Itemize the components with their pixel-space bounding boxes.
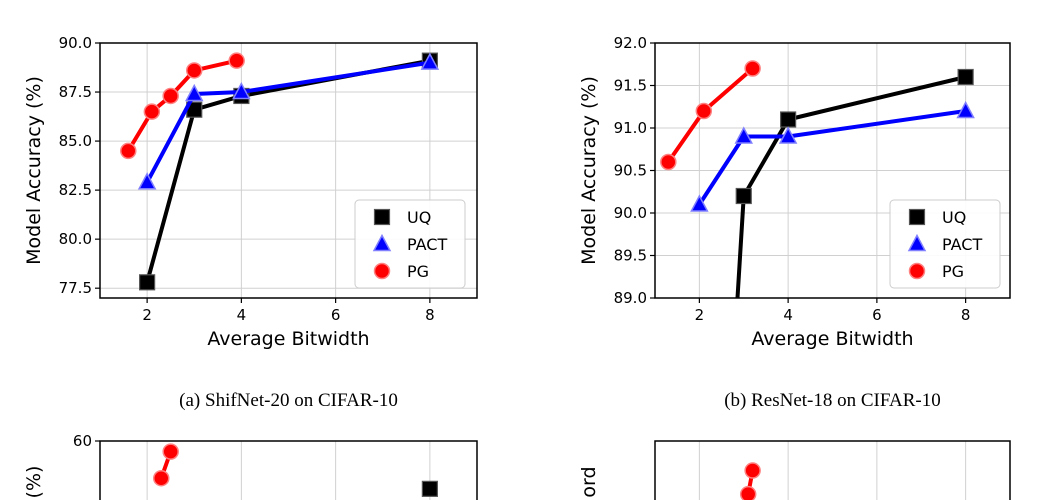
y-axis-label: (%) [23,466,45,499]
data-point-pg [186,62,203,79]
x-tick-label: 8 [425,306,435,324]
plot-frame [99,440,478,500]
series-pg [739,462,761,500]
y-tick-label: 92.0 [614,34,647,52]
chart-caption: (b) ResNet-18 on CIFAR-10 [724,390,941,411]
x-tick-label: 6 [331,306,341,324]
data-point-pact [420,52,440,70]
legend-entry-pg: PG [373,262,429,281]
series-line-pg [744,470,755,500]
y-tick-label: 90.0 [59,34,92,52]
data-point-pg [660,153,677,171]
data-point-pg [228,52,245,69]
series-line-pact [697,109,966,206]
legend-label-uq: UQ [407,208,431,227]
series-pg [120,52,245,160]
data-point-pact [185,83,204,102]
y-axis-label: Model Accuracy (%) [578,76,600,265]
chart-panel-1: 2 4 6 8 77.5 80.0 82.5 85.0 87.5 90.0 Average Bitw… [23,34,478,411]
data-point-pact [690,194,709,212]
series-line-pg [126,58,238,152]
data-point-uq [735,187,752,205]
legend-label-pg: PG [407,262,429,281]
legend-marker-uq [908,208,926,226]
y-tick-label: 89.5 [614,247,647,265]
y-tick-label: 85.0 [59,132,92,150]
legend-entry-pact: PACT [907,233,982,254]
data-point-pg [162,87,179,105]
chart-panel-4: 110ord [578,440,1011,500]
y-tick-label: 90.0 [614,204,647,222]
legend-entry-pg: PG [908,262,964,281]
series-pact [690,100,975,212]
data-point-pact [232,81,251,100]
x-tick-label: 6 [872,306,882,324]
data-point-pg [162,443,179,460]
legend-label-uq: UQ [942,208,966,227]
data-point-uq [139,274,156,291]
x-tick-label: 8 [961,306,971,324]
y-tick-label: 90.5 [614,162,647,180]
legend-marker-pact [907,233,927,252]
y-tick-label: 82.5 [59,181,92,199]
data-point-pact [734,126,753,144]
y-tick-label: 89.0 [614,289,647,307]
legend-label-pg: PG [942,262,964,281]
y-tick-label: 91.5 [614,77,647,95]
data-point-pg [744,462,761,479]
legend-marker-pact [372,233,392,252]
data-point-pg [739,485,757,500]
series-line-pact [145,60,431,184]
legend-entry-pact: PACT [372,233,447,254]
data-point-pg [153,469,170,487]
y-axis-label: ord [578,466,600,497]
x-tick-label: 2 [695,306,705,324]
series-pact [137,52,440,190]
data-point-pg [695,102,713,120]
legend-label-pact: PACT [407,235,447,254]
legend-marker-pg [908,262,926,280]
chart-panel-3: 60 (%) [23,432,478,500]
x-axis-label: Average Bitwidth [207,328,369,350]
series-pg [660,60,761,171]
legend: UQ PACT PG [889,199,1001,289]
data-point-pact [137,172,157,190]
legend: UQ PACT PG [354,199,466,289]
series-line-uq [735,75,967,298]
legend-entry-uq: UQ [908,208,966,227]
series-pg [153,443,179,487]
x-tick-label: 4 [783,306,793,324]
series-uq [727,68,974,348]
data-point-pg [744,60,761,77]
data-point-uq [780,111,797,128]
y-tick-label: 77.5 [59,279,92,297]
data-point-uq [421,480,438,497]
legend-marker-uq [373,208,391,226]
y-tick-label: 87.5 [59,83,92,101]
series-uq [421,480,438,497]
chart-panel-2: 2 4 6 8 89.0 89.5 90.0 90.5 91.0 91.5 92.0 Average … [578,34,1011,411]
x-axis-label: Average Bitwidth [751,328,913,350]
y-axis-label: Model Accuracy (%) [23,76,45,265]
plot-frame [99,42,478,299]
y-tick-label: 60 [73,432,92,450]
legend-marker-pg [373,262,391,280]
plot-frame [654,440,1011,500]
x-tick-label: 2 [142,306,152,324]
legend-label-pact: PACT [942,235,982,254]
x-tick-label: 4 [237,306,247,324]
legend-entry-uq: UQ [373,208,431,227]
data-point-pact [956,100,975,119]
data-point-pg [120,142,137,160]
data-point-pact [778,126,798,144]
y-tick-label: 91.0 [614,119,647,137]
data-point-pg [143,103,161,120]
chart-caption: (a) ShifNet-20 on CIFAR-10 [179,390,398,411]
data-point-uq [727,333,742,348]
data-point-uq [957,68,974,86]
y-tick-label: 80.0 [59,230,92,248]
